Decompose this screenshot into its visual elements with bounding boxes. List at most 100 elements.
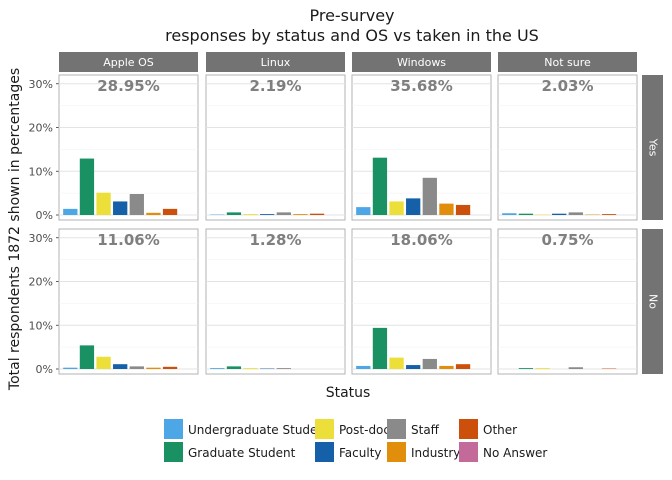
panel-windows-yes: 35.68% xyxy=(351,74,492,221)
panel-grid: Apple OS Linux Windows Not sure Yes No 0% 10% 20… xyxy=(29,52,663,376)
bar-staff xyxy=(568,367,583,369)
x-axis-title: Status xyxy=(326,385,371,401)
legend-swatch-staff xyxy=(387,419,406,439)
strip-not-sure xyxy=(498,52,637,72)
bar-other xyxy=(601,214,617,215)
bar-staff xyxy=(568,212,583,215)
panel-total-label: 0.75% xyxy=(541,231,593,249)
bar-undergraduate-student xyxy=(356,207,371,215)
bar-post-doc xyxy=(535,368,550,369)
bar-faculty xyxy=(406,365,421,369)
bar-undergraduate-student xyxy=(63,367,78,369)
bar-staff xyxy=(276,212,291,215)
y-tick-label: 10% xyxy=(29,319,53,332)
bar-graduate-student xyxy=(79,345,95,369)
legend-label-other: Other xyxy=(483,423,517,437)
legend-label-industry: Industry xyxy=(411,446,460,460)
bar-post-doc xyxy=(243,214,258,215)
legend-label-faculty: Faculty xyxy=(339,446,382,460)
panel-total-label: 2.03% xyxy=(541,77,593,95)
panel-background xyxy=(497,228,638,375)
bar-other xyxy=(162,208,178,215)
bar-faculty xyxy=(113,364,128,369)
legend-swatch-industry xyxy=(387,442,406,462)
bar-post-doc xyxy=(96,192,111,215)
strip-label-not-sure: Not sure xyxy=(544,56,591,69)
y-tick-label: 20% xyxy=(29,122,53,135)
bar-staff xyxy=(422,358,437,369)
bar-faculty xyxy=(552,213,567,215)
legend-label-staff: Staff xyxy=(411,423,440,437)
bar-post-doc xyxy=(243,368,258,369)
panel-apple-os-no: 11.06% xyxy=(58,228,199,375)
bar-faculty xyxy=(406,198,421,215)
chart-title-line1: Pre-survey xyxy=(309,6,394,25)
strip-linux xyxy=(206,52,345,72)
bar-post-doc xyxy=(389,201,404,215)
bar-undergraduate-student xyxy=(210,368,225,369)
legend-label-graduate-student: Graduate Student xyxy=(188,446,296,460)
panel-total-label: 11.06% xyxy=(97,231,159,249)
legend-swatch-other xyxy=(459,419,478,439)
chart-title-line2: responses by status and OS vs taken in t… xyxy=(165,26,539,45)
bar-post-doc xyxy=(96,356,111,369)
legend-swatch-faculty xyxy=(315,442,334,462)
bar-industry xyxy=(439,365,454,369)
strip-label-linux: Linux xyxy=(261,56,291,69)
strip-label-no: No xyxy=(647,294,660,309)
y-tick-label: 0% xyxy=(36,209,53,222)
legend-swatch-post-doc xyxy=(315,419,334,439)
bar-graduate-student xyxy=(79,158,95,215)
panel-total-label: 28.95% xyxy=(97,77,159,95)
legend-label-no-answer: No Answer xyxy=(483,446,547,460)
strip-yes xyxy=(642,75,663,220)
panel-total-label: 18.06% xyxy=(390,231,452,249)
bar-undergraduate-student xyxy=(63,208,78,215)
bar-staff xyxy=(422,177,437,215)
legend-swatch-graduate-student xyxy=(164,442,183,462)
legend-label-post-doc: Post-doc xyxy=(339,423,390,437)
panel-linux-yes: 2.19% xyxy=(205,74,346,221)
panel-background xyxy=(205,228,346,375)
bar-other xyxy=(455,364,471,369)
bar-graduate-student xyxy=(518,368,534,369)
legend-swatch-undergraduate-student xyxy=(164,419,183,439)
panel-total-label: 35.68% xyxy=(390,77,452,95)
bar-graduate-student xyxy=(372,157,388,215)
y-tick-label: 30% xyxy=(29,78,53,91)
panel-total-label: 2.19% xyxy=(249,77,301,95)
strip-no xyxy=(642,229,663,374)
panel-not-sure-no: 0.75% xyxy=(497,228,638,375)
bar-other xyxy=(162,366,178,369)
bar-other xyxy=(309,213,325,215)
panel-not-sure-yes: 2.03% xyxy=(497,74,638,221)
bar-industry xyxy=(146,367,161,369)
legend: Undergraduate Student Graduate Student Pos… xyxy=(164,419,547,462)
bar-industry xyxy=(439,203,454,215)
bar-industry xyxy=(293,214,308,215)
bar-undergraduate-student xyxy=(356,365,371,369)
bar-graduate-student xyxy=(226,212,242,215)
y-tick-label: 0% xyxy=(36,363,53,376)
bar-undergraduate-student xyxy=(502,213,517,215)
bar-industry xyxy=(146,212,161,215)
bar-faculty xyxy=(260,214,275,215)
bar-faculty xyxy=(113,201,128,215)
panel-background xyxy=(205,74,346,221)
panel-background xyxy=(497,74,638,221)
strip-label-yes: Yes xyxy=(647,138,660,157)
panel-apple-os-yes: 28.95% xyxy=(58,74,199,221)
strip-windows xyxy=(352,52,491,72)
legend-swatch-no-answer xyxy=(459,442,478,462)
panel-windows-no: 18.06% xyxy=(351,228,492,375)
y-tick-label: 30% xyxy=(29,232,53,245)
bar-graduate-student xyxy=(372,327,388,369)
panel-linux-no: 1.28% xyxy=(205,228,346,375)
strip-apple-os xyxy=(59,52,198,72)
bar-staff xyxy=(129,194,144,215)
y-tick-label: 10% xyxy=(29,165,53,178)
y-tick-label: 20% xyxy=(29,276,53,289)
legend-label-undergraduate-student: Undergraduate Student xyxy=(188,423,330,437)
bar-staff xyxy=(129,366,144,369)
